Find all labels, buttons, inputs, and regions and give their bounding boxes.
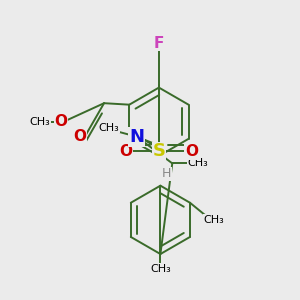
Text: O: O <box>74 129 87 144</box>
Text: F: F <box>154 35 164 50</box>
Text: O: O <box>185 144 198 159</box>
Text: S: S <box>152 142 165 160</box>
Text: CH₃: CH₃ <box>150 264 171 274</box>
Text: CH₃: CH₃ <box>99 123 119 133</box>
Text: CH₃: CH₃ <box>187 158 208 168</box>
Text: O: O <box>54 114 67 129</box>
Text: H: H <box>162 167 171 180</box>
Text: CH₃: CH₃ <box>30 117 50 127</box>
Text: O: O <box>120 144 133 159</box>
Text: CH₃: CH₃ <box>203 215 224 225</box>
Text: N: N <box>129 128 144 146</box>
